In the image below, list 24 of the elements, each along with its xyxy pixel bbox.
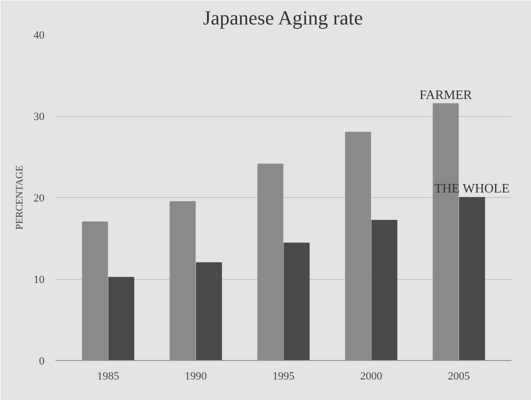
- y-tick-label: 10: [34, 274, 45, 286]
- bar: [284, 242, 310, 360]
- x-tick-label: 2000: [360, 370, 383, 382]
- bar: [371, 220, 398, 360]
- series-label: THE WHOLE: [434, 180, 510, 196]
- bar: [108, 276, 134, 360]
- x-tick-label: 1995: [272, 370, 295, 382]
- bar: [196, 262, 222, 360]
- y-tick-label: 30: [34, 111, 45, 123]
- bar: [459, 197, 486, 360]
- chart-title: Japanese Aging rate: [202, 8, 364, 30]
- bar: [170, 201, 196, 360]
- y-tick-label: 40: [34, 30, 45, 42]
- series-label: FARMER: [419, 86, 472, 102]
- bar: [345, 132, 372, 360]
- bar: [432, 103, 459, 360]
- x-tick-label: 1990: [184, 370, 208, 382]
- y-tick-label: 0: [39, 356, 45, 368]
- y-axis-title: PERCENTAGE: [14, 165, 26, 230]
- x-tick-label: 1985: [97, 370, 120, 382]
- bar: [257, 164, 284, 360]
- x-tick-label: 2005: [448, 370, 470, 382]
- bar: [82, 221, 108, 360]
- y-tick-label: 20: [34, 192, 45, 204]
